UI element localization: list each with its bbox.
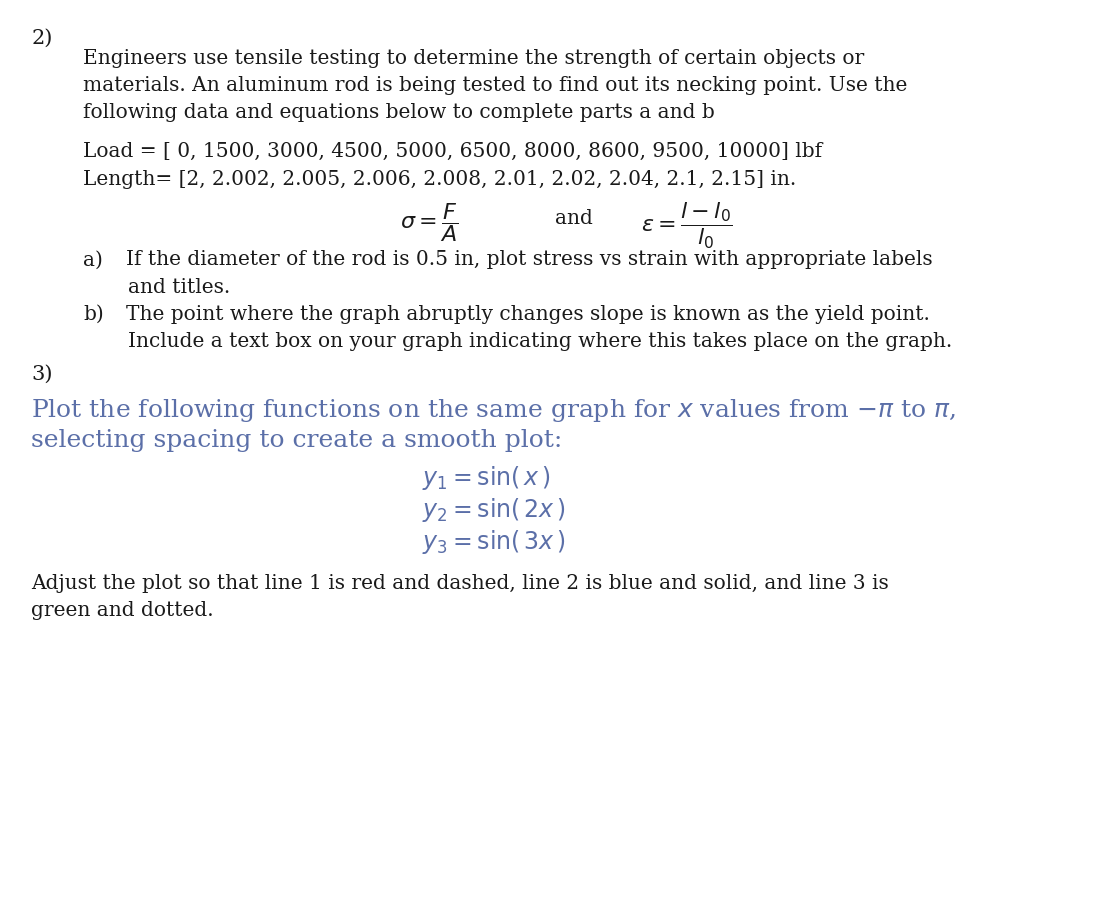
- Text: b): b): [83, 305, 104, 324]
- Text: Plot the following functions on the same graph for $x$ values from $-\pi$ to $\p: Plot the following functions on the same…: [31, 397, 957, 424]
- Text: 2): 2): [31, 29, 52, 48]
- Text: Include a text box on your graph indicating where this takes place on the graph.: Include a text box on your graph indicat…: [128, 332, 952, 351]
- Text: $\varepsilon = \dfrac{l - l_0}{l_0}$: $\varepsilon = \dfrac{l - l_0}{l_0}$: [641, 201, 732, 251]
- Text: materials. An aluminum rod is being tested to find out its necking point. Use th: materials. An aluminum rod is being test…: [83, 76, 908, 95]
- Text: Engineers use tensile testing to determine the strength of certain objects or: Engineers use tensile testing to determi…: [83, 49, 864, 68]
- Text: and titles.: and titles.: [128, 278, 230, 297]
- Text: green and dotted.: green and dotted.: [31, 601, 213, 620]
- Text: a): a): [83, 250, 103, 269]
- Text: following data and equations below to complete parts a and b: following data and equations below to co…: [83, 103, 715, 122]
- Text: Load = [ 0, 1500, 3000, 4500, 5000, 6500, 8000, 8600, 9500, 10000] lbf: Load = [ 0, 1500, 3000, 4500, 5000, 6500…: [83, 142, 822, 161]
- Text: Adjust the plot so that line 1 is red and dashed, line 2 is blue and solid, and : Adjust the plot so that line 1 is red an…: [31, 574, 889, 593]
- Text: $y_3 = \sin(\,3x\,)$: $y_3 = \sin(\,3x\,)$: [422, 528, 565, 556]
- Text: $y_2 = \sin(\,2x\,)$: $y_2 = \sin(\,2x\,)$: [422, 496, 565, 524]
- Text: 3): 3): [31, 365, 52, 384]
- Text: $y_1 = \sin(\,x\,)$: $y_1 = \sin(\,x\,)$: [422, 464, 551, 493]
- Text: selecting spacing to create a smooth plot:: selecting spacing to create a smooth plo…: [31, 429, 562, 452]
- Text: If the diameter of the rod is 0.5 in, plot stress vs strain with appropriate lab: If the diameter of the rod is 0.5 in, pl…: [126, 250, 932, 269]
- Text: The point where the graph abruptly changes slope is known as the yield point.: The point where the graph abruptly chang…: [126, 305, 930, 324]
- Text: Length= [2, 2.002, 2.005, 2.006, 2.008, 2.01, 2.02, 2.04, 2.1, 2.15] in.: Length= [2, 2.002, 2.005, 2.006, 2.008, …: [83, 170, 797, 189]
- Text: and: and: [556, 209, 593, 228]
- Text: $\sigma = \dfrac{F}{A}$: $\sigma = \dfrac{F}{A}$: [400, 201, 459, 244]
